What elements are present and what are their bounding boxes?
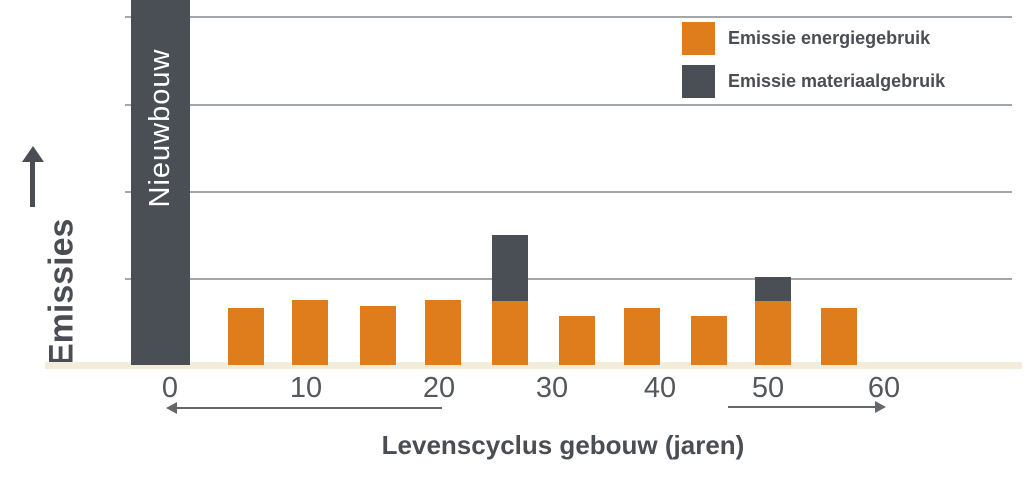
energy-segment (559, 316, 595, 365)
right-arrow-icon (875, 401, 886, 413)
energy-segment (292, 300, 328, 365)
future-range-arrow-line (728, 406, 877, 408)
x-tick-30: 30 (535, 372, 569, 404)
y-axis-arrow-line (30, 161, 35, 207)
legend-label-material: Emissie materiaalgebruik (728, 71, 946, 91)
material-segment (130, 0, 190, 365)
x-tick-50: 50 (751, 372, 785, 404)
material-color-swatch-icon (682, 65, 715, 98)
energy-segment (425, 300, 461, 365)
energy-segment (360, 306, 396, 365)
bar-year-26 (492, 235, 528, 365)
nieuwbouw-bar: Nieuwbouw (130, 0, 190, 365)
gridline (125, 16, 1012, 18)
left-arrow-icon (166, 402, 177, 414)
bar-year-45 (691, 316, 727, 365)
y-axis-title: Emissies (42, 218, 81, 366)
bar-year-15 (360, 306, 396, 365)
x-tick-0: 0 (161, 372, 179, 404)
energy-segment (624, 308, 660, 365)
bar-year-56 (821, 308, 857, 365)
energy-segment (755, 301, 791, 365)
x-tick-60: 60 (867, 372, 901, 404)
gridline (125, 104, 1012, 106)
energy-segment (228, 308, 264, 365)
chart-legend: Emissie energiegebruik Emissie materiaal… (682, 22, 945, 108)
legend-item-energy: Emissie energiegebruik (682, 22, 945, 55)
bar-year-6 (228, 308, 264, 365)
energy-color-swatch-icon (682, 22, 715, 55)
material-segment (755, 277, 791, 301)
energy-segment (492, 301, 528, 365)
legend-item-material: Emissie materiaalgebruik (682, 65, 945, 98)
material-segment (492, 235, 528, 301)
energy-segment (821, 308, 857, 365)
x-tick-20: 20 (422, 372, 456, 404)
x-tick-10: 10 (289, 372, 323, 404)
bar-year-10 (292, 300, 328, 365)
bar-year-50 (755, 277, 791, 365)
nieuwbouw-bar-label: Nieuwbouw (143, 48, 176, 208)
bar-year-38 (624, 308, 660, 365)
energy-segment (691, 316, 727, 365)
y-axis-up-arrow-icon (22, 146, 44, 162)
gridline (125, 191, 1012, 193)
bar-year-32 (559, 316, 595, 365)
gridline (125, 278, 1012, 280)
past-range-arrow-line (175, 407, 442, 409)
x-axis-baseline (45, 362, 1022, 369)
legend-label-energy: Emissie energiegebruik (728, 28, 931, 48)
x-tick-40: 40 (643, 372, 677, 404)
x-axis-title: Levenscyclus gebouw (jaren) (381, 430, 745, 460)
bar-year-20 (425, 300, 461, 365)
